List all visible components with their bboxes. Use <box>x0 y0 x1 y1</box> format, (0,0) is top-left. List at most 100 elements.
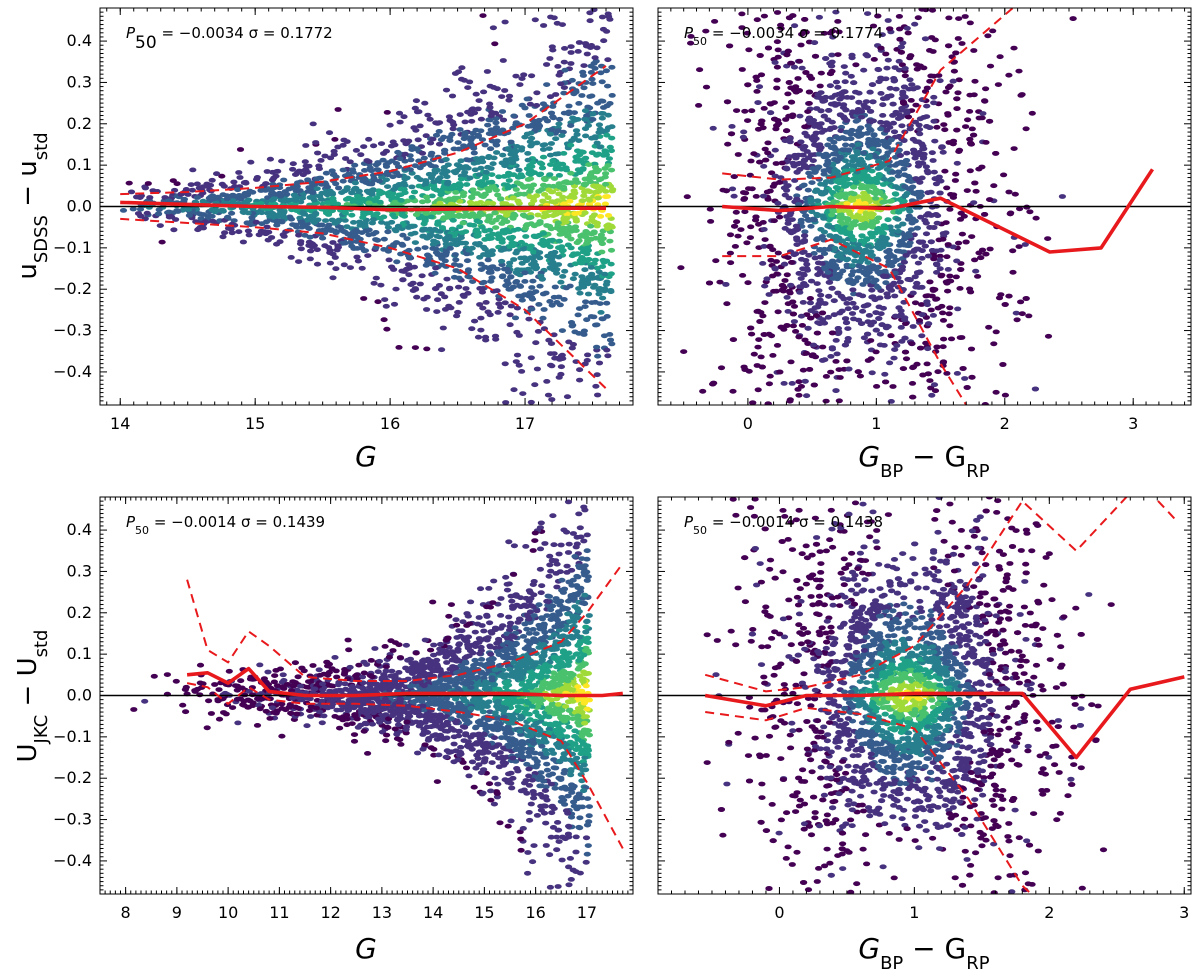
density-point <box>882 325 891 331</box>
density-point <box>285 186 293 192</box>
density-point <box>384 160 393 166</box>
density-point <box>848 154 857 160</box>
density-point <box>872 327 880 333</box>
density-point <box>741 209 749 215</box>
density-point <box>805 115 814 121</box>
density-point <box>760 106 768 111</box>
density-point <box>938 144 946 150</box>
density-point <box>463 258 472 264</box>
density-point <box>1013 317 1021 323</box>
x-tick-label: 15 <box>245 414 265 433</box>
density-point <box>824 314 833 320</box>
density-point <box>560 186 568 192</box>
density-point <box>584 291 593 297</box>
density-point <box>572 159 580 164</box>
density-point <box>548 44 556 50</box>
density-point <box>910 190 918 196</box>
density-point <box>886 85 894 91</box>
density-point <box>916 116 925 122</box>
density-point <box>848 272 856 278</box>
density-point <box>760 227 768 232</box>
density-point <box>990 183 998 189</box>
density-point <box>369 217 378 222</box>
density-point <box>567 170 575 176</box>
density-point <box>936 257 944 263</box>
density-point <box>505 97 513 103</box>
density-point <box>604 57 612 63</box>
density-point <box>583 358 591 363</box>
density-point <box>312 176 320 182</box>
density-point <box>479 13 487 18</box>
density-point <box>868 287 876 293</box>
density-point <box>853 169 861 175</box>
density-point <box>604 213 613 218</box>
density-point <box>346 265 354 270</box>
density-point <box>940 336 948 342</box>
density-point <box>989 28 997 34</box>
density-point <box>738 67 746 72</box>
density-point <box>494 310 502 315</box>
density-point <box>765 381 774 387</box>
density-point <box>383 110 391 115</box>
density-point <box>376 199 384 205</box>
density-point <box>595 360 604 366</box>
density-point <box>579 69 587 75</box>
density-point <box>864 243 872 249</box>
density-point <box>892 86 900 92</box>
density-point <box>1044 236 1052 242</box>
density-point <box>571 117 579 123</box>
density-point <box>230 179 238 185</box>
density-point <box>492 142 500 147</box>
density-point <box>883 127 891 133</box>
density-point <box>890 355 898 361</box>
density-point <box>857 209 865 214</box>
density-point <box>266 186 274 192</box>
density-point <box>687 40 695 46</box>
density-point <box>970 48 978 53</box>
density-point <box>351 231 359 236</box>
density-point <box>146 195 154 200</box>
density-point <box>842 129 851 135</box>
density-point <box>584 352 592 358</box>
density-point <box>464 274 472 279</box>
density-point <box>879 102 887 108</box>
density-point <box>820 251 829 256</box>
density-point <box>915 160 923 166</box>
density-point <box>570 195 578 201</box>
density-point <box>814 272 822 278</box>
density-point <box>748 108 756 114</box>
density-point <box>525 316 533 322</box>
density-point <box>360 144 368 150</box>
density-point <box>878 234 886 240</box>
density-point <box>479 212 487 218</box>
density-point <box>541 142 549 148</box>
density-point <box>759 220 767 225</box>
density-point <box>498 94 506 99</box>
density-point <box>485 233 493 239</box>
density-point <box>824 161 832 167</box>
density-point <box>412 127 420 133</box>
density-point <box>517 255 525 261</box>
density-point <box>816 147 824 153</box>
density-point <box>489 25 497 31</box>
density-point <box>787 60 795 66</box>
density-point <box>915 122 923 128</box>
density-point <box>506 260 514 266</box>
density-point <box>430 186 438 192</box>
density-point <box>924 346 932 352</box>
density-point <box>433 167 441 173</box>
density-point <box>852 278 860 284</box>
density-point <box>524 151 532 156</box>
density-point <box>835 398 843 404</box>
density-point <box>785 80 793 85</box>
density-point <box>443 169 451 174</box>
density-point <box>221 230 229 236</box>
density-point <box>546 56 554 61</box>
density-point <box>562 219 570 225</box>
density-point <box>587 314 596 319</box>
density-point <box>835 208 843 214</box>
density-point <box>538 165 547 171</box>
density-point <box>295 232 303 238</box>
density-point <box>923 103 931 109</box>
density-point <box>456 263 464 268</box>
